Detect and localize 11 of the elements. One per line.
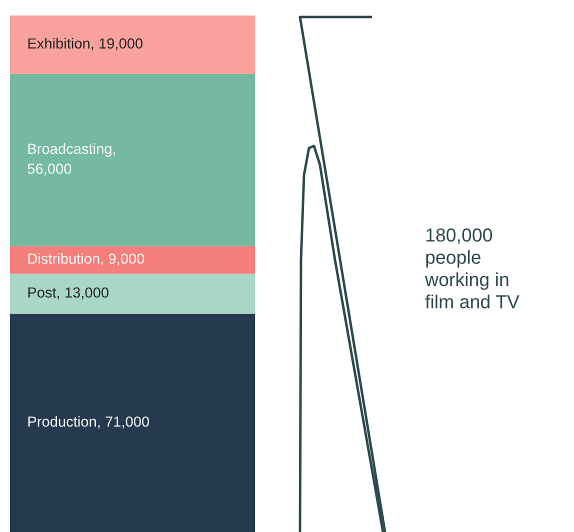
bar — [10, 74, 255, 246]
data-label: Broadcasting, 56,000 — [28, 143, 116, 176]
data-label: Exhibition, 19,000 — [28, 38, 143, 50]
bar — [10, 246, 255, 274]
bar — [10, 15, 255, 74]
data-label: Post, 13,000 — [28, 287, 108, 300]
data-label: Production, 71,000 — [28, 416, 150, 428]
text: 180,000 people working in film and TV — [424, 228, 520, 308]
bar — [10, 314, 255, 532]
bar — [10, 274, 255, 314]
data-label: Distribution, 9,000 — [28, 253, 144, 266]
